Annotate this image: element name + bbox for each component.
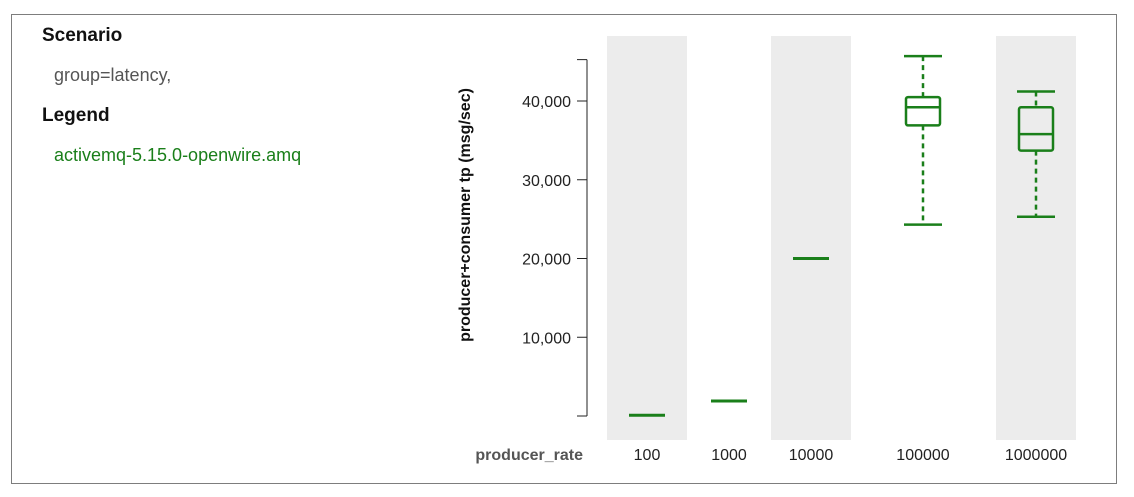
chart-frame — [11, 14, 1117, 484]
box-iqr — [904, 95, 942, 127]
box-100000 — [904, 54, 942, 226]
x-axis-title: producer_rate — [475, 447, 583, 464]
x-tick-label: 100000 — [896, 447, 949, 464]
scenario-value: group=latency, — [54, 65, 172, 85]
category-band — [607, 36, 687, 440]
y-axis: 10,000 20,000 30,000 40,000 — [522, 59, 588, 417]
category-band — [996, 36, 1076, 440]
legend-heading: Legend — [42, 105, 110, 126]
box-1000000 — [1017, 90, 1055, 219]
x-axis-labels: 100 1000 10000 100000 1000000 — [634, 447, 1068, 464]
y-tick-label: 40,000 — [522, 94, 571, 111]
box-series — [629, 54, 1055, 417]
y-tick-label: 20,000 — [522, 252, 571, 269]
x-tick-label: 10000 — [789, 447, 834, 464]
category-band — [771, 36, 851, 440]
y-axis-title: producer+consumer tp (msg/sec) — [457, 88, 474, 342]
legend-item[interactable]: activemq-5.15.0-openwire.amq — [54, 145, 302, 165]
category-bands — [607, 36, 1076, 440]
box-iqr — [1017, 106, 1055, 152]
scenario-heading: Scenario — [42, 25, 123, 46]
y-tick-label: 10,000 — [522, 330, 571, 347]
y-tick-label: 30,000 — [522, 173, 571, 190]
x-tick-label: 1000 — [711, 447, 747, 464]
x-tick-label: 1000000 — [1005, 447, 1067, 464]
x-tick-label: 100 — [634, 447, 661, 464]
